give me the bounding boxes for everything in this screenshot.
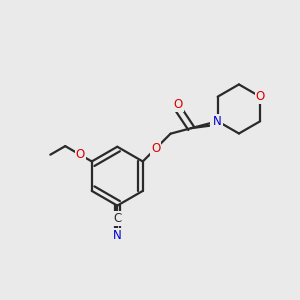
Text: O: O	[76, 148, 85, 161]
Text: N: N	[211, 118, 220, 131]
Text: O: O	[151, 142, 160, 155]
Text: N: N	[213, 115, 222, 128]
Text: N: N	[113, 229, 122, 242]
Text: O: O	[256, 90, 265, 103]
Text: C: C	[113, 212, 122, 225]
Text: O: O	[173, 98, 183, 111]
